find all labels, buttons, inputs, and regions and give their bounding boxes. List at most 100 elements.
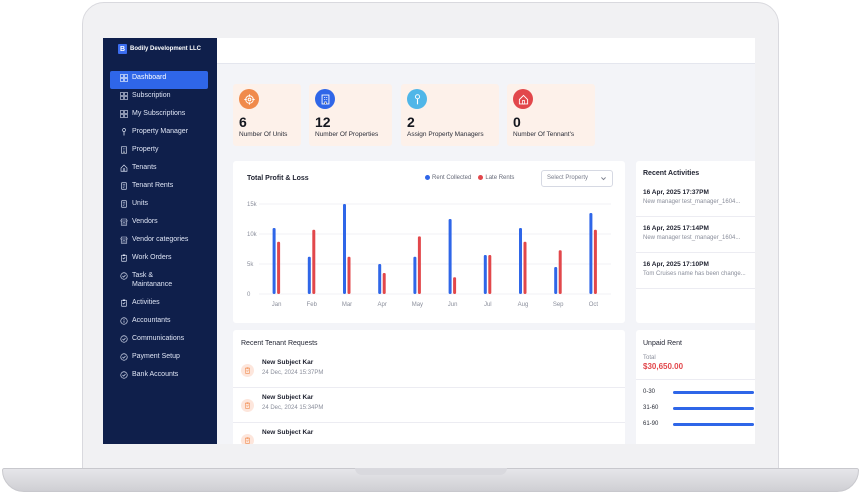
- sidebar-item-activities[interactable]: Activities: [110, 296, 208, 314]
- bar-late-rents[interactable]: [277, 241, 281, 294]
- stat-card[interactable]: 12 Number Of Properties: [309, 84, 392, 146]
- x-tick-label: May: [412, 302, 423, 308]
- sidebar-item-task-maintanance[interactable]: Task & Maintanance: [110, 269, 208, 296]
- sidebar-item-dashboard[interactable]: Dashboard: [110, 71, 208, 89]
- sidebar-item-vendor-categories[interactable]: Vendor categories: [110, 233, 208, 251]
- activity-item[interactable]: 16 Apr, 2025 17:37PM New manager test_man…: [636, 181, 755, 217]
- bar-late-rents[interactable]: [523, 241, 527, 294]
- sidebar-item-label: Activities: [132, 299, 160, 306]
- unpaid-total-value: $30,650.00: [643, 362, 684, 371]
- stat-card[interactable]: 6 Number Of Units: [233, 84, 301, 146]
- bar-late-rents[interactable]: [488, 255, 492, 294]
- stat-value: 0: [513, 114, 521, 130]
- sidebar-item-work-orders[interactable]: Work Orders: [110, 251, 208, 269]
- building-icon: [315, 89, 335, 109]
- activity-item[interactable]: 16 Apr, 2025 17:10PM Tom Cruises name has…: [636, 253, 755, 289]
- bar-rent-collected[interactable]: [413, 256, 417, 294]
- clipboard-icon: [241, 364, 254, 377]
- stat-value: 12: [315, 114, 331, 130]
- sidebar-item-label: Property Manager: [132, 128, 189, 135]
- legend-item: Late Rents: [478, 175, 514, 181]
- property-select-placeholder: Select Property: [547, 175, 589, 181]
- sidebar-item-label: Payment Setup: [132, 353, 180, 360]
- y-tick-label: 10k: [247, 232, 258, 238]
- sidebar-item-property[interactable]: Property: [110, 143, 208, 161]
- activity-item[interactable]: 16 Apr, 2025 17:14PM New manager test_man…: [636, 217, 755, 253]
- bar-rent-collected[interactable]: [272, 228, 276, 294]
- stat-label: Number Of Properties: [315, 131, 379, 138]
- tenant-request-item[interactable]: New Subject Kar: [233, 423, 625, 444]
- bar-rent-collected[interactable]: [589, 213, 593, 294]
- home-icon: [119, 163, 128, 172]
- person-icon: [407, 89, 427, 109]
- sidebar-item-tenant-rents[interactable]: Tenant Rents: [110, 179, 208, 197]
- activity-date: 16 Apr, 2025 17:10PM: [643, 261, 709, 268]
- bar-rent-collected[interactable]: [378, 264, 382, 294]
- sidebar-item-label: Tenants: [132, 164, 157, 171]
- legend-item: Rent Collected: [425, 175, 471, 181]
- recent-activities-title: Recent Activities: [643, 170, 700, 177]
- store-icon: [119, 217, 128, 226]
- bar-late-rents[interactable]: [382, 273, 386, 294]
- sidebar-item-payment-setup[interactable]: Payment Setup: [110, 350, 208, 368]
- request-subject: New Subject Kar: [262, 394, 314, 401]
- bar-late-rents[interactable]: [558, 250, 562, 294]
- x-tick-label: Jan: [272, 302, 282, 308]
- sidebar: B Bodily Development LLC Dashboard Subscr…: [103, 38, 217, 444]
- x-tick-label: Aug: [518, 302, 529, 308]
- grid-icon: [119, 91, 128, 100]
- request-date: 24 Dec, 2024 15:37PM: [262, 370, 324, 376]
- check-circle-icon: [119, 334, 128, 343]
- sidebar-item-my-subscriptions[interactable]: My Subscriptions: [110, 107, 208, 125]
- tenant-requests-panel: Recent Tenant Requests New Subject Kar 24…: [233, 330, 625, 444]
- legend-dot: [478, 175, 484, 180]
- home-icon: [513, 89, 533, 109]
- legend-dot: [425, 175, 430, 180]
- stat-label: Number Of Units: [239, 131, 288, 138]
- check-circle-icon: [119, 370, 128, 379]
- bar-rent-collected[interactable]: [448, 219, 452, 294]
- bar-late-rents[interactable]: [453, 277, 457, 294]
- sidebar-item-label: My Subscriptions: [132, 110, 186, 117]
- bar-late-rents[interactable]: [593, 229, 597, 294]
- sidebar-item-vendors[interactable]: Vendors: [110, 215, 208, 233]
- bucket-label: 0-30: [643, 389, 656, 395]
- stat-card[interactable]: 0 Number Of Tennant's: [507, 84, 595, 146]
- brand[interactable]: B Bodily Development LLC: [118, 44, 201, 54]
- sidebar-nav: Dashboard Subscription My Subscriptions Pro…: [110, 71, 208, 386]
- target-icon: [239, 89, 259, 109]
- sidebar-item-accountants[interactable]: Accountants: [110, 314, 208, 332]
- brand-name: Bodily Development LLC: [130, 46, 202, 52]
- person-icon: [119, 127, 128, 136]
- clipboard-icon: [241, 399, 254, 412]
- bar-late-rents[interactable]: [417, 236, 421, 294]
- sidebar-item-communications[interactable]: Communications: [110, 332, 208, 350]
- sidebar-item-tenants[interactable]: Tenants: [110, 161, 208, 179]
- sidebar-item-label: Task & Maintanance: [132, 272, 173, 288]
- tenant-request-item[interactable]: New Subject Kar 24 Dec, 2024 15:37PM: [233, 353, 625, 388]
- unpaid-rent-panel: Unpaid Rent Total $30,650.00 0-30 31-60 61…: [636, 330, 755, 444]
- bar-rent-collected[interactable]: [483, 255, 487, 294]
- bar-rent-collected[interactable]: [343, 204, 346, 294]
- bucket-bar: [672, 406, 754, 410]
- x-tick-label: Feb: [307, 302, 318, 308]
- sidebar-item-subscription[interactable]: Subscription: [110, 89, 208, 107]
- sidebar-item-label: Subscription: [132, 92, 171, 99]
- tenant-request-item[interactable]: New Subject Kar 24 Dec, 2024 15:34PM: [233, 388, 625, 423]
- bar-rent-collected[interactable]: [554, 267, 558, 294]
- sidebar-item-bank-accounts[interactable]: Bank Accounts: [110, 368, 208, 386]
- bar-rent-collected[interactable]: [307, 256, 311, 294]
- doc-icon: [119, 181, 128, 190]
- stat-card[interactable]: 2 Assign Property Managers: [401, 84, 499, 146]
- bar-late-rents[interactable]: [347, 256, 351, 294]
- legend-label: Rent Collected: [432, 175, 472, 182]
- sidebar-item-label: Communications: [132, 335, 185, 342]
- bar-rent-collected[interactable]: [519, 228, 522, 294]
- sidebar-item-property-manager[interactable]: Property Manager: [110, 125, 208, 143]
- sidebar-item-units[interactable]: Units: [110, 197, 208, 215]
- stat-value: 2: [407, 114, 415, 130]
- property-select[interactable]: Select Property: [541, 170, 613, 187]
- bar-late-rents[interactable]: [312, 229, 316, 294]
- profit-loss-panel: Total Profit & Loss Rent Collected Late R…: [233, 161, 625, 323]
- activity-text: New manager test_manager_1604...: [643, 199, 741, 205]
